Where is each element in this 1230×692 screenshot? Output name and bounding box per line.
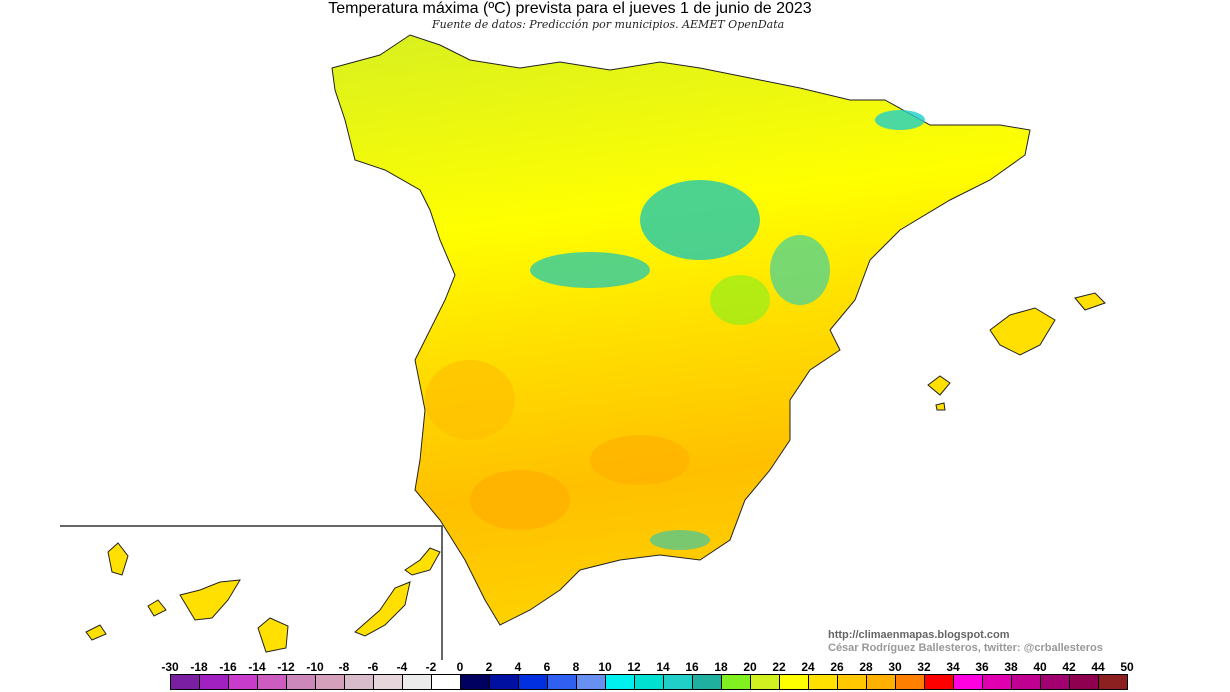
legend-swatch (780, 675, 809, 689)
legend-swatch (519, 675, 548, 689)
legend-label: 18 (714, 660, 728, 674)
legend-swatch (258, 675, 287, 689)
credits-author: César Rodríguez Ballesteros, twitter: @c… (828, 642, 1103, 654)
legend-swatch (867, 675, 896, 689)
legend-label: 30 (888, 660, 902, 674)
legend-label: 20 (743, 660, 757, 674)
legend-swatch (664, 675, 693, 689)
legend-swatch (1041, 675, 1070, 689)
legend-swatch (1070, 675, 1099, 689)
legend-swatch (838, 675, 867, 689)
legend-label: -14 (248, 660, 266, 674)
legend-label: -8 (338, 660, 350, 674)
legend-swatch (490, 675, 519, 689)
legend-label: 8 (572, 660, 580, 674)
balearic-islands (927, 292, 1106, 411)
legend-swatch (200, 675, 229, 689)
legend-swatch (751, 675, 780, 689)
legend-label: 2 (485, 660, 493, 674)
legend-swatch (1012, 675, 1041, 689)
legend-swatch (722, 675, 751, 689)
legend-label: 0 (456, 660, 464, 674)
legend-label: -18 (190, 660, 208, 674)
legend-swatch (577, 675, 606, 689)
legend-swatch (635, 675, 664, 689)
credits-url: http://climaenmapas.blogspot.com (828, 629, 1010, 641)
legend-label: 44 (1091, 660, 1105, 674)
legend-swatch (432, 675, 461, 689)
legend-labels: -30 -18 -16 -14 -12 -10 -8 -6 -4 -2 0 2 4 6 8 10 12 14 16 1… (0, 660, 1230, 674)
legend-label: 12 (627, 660, 641, 674)
legend-label: -12 (277, 660, 295, 674)
canary-inset-frame (60, 525, 443, 660)
legend-label: 6 (543, 660, 551, 674)
legend-label: 32 (917, 660, 931, 674)
legend-label: -16 (219, 660, 237, 674)
peninsula (331, 34, 1031, 626)
legend-label: 42 (1062, 660, 1076, 674)
legend-label: 4 (514, 660, 522, 674)
legend-color-bar (170, 674, 1128, 690)
legend-swatch (925, 675, 954, 689)
legend-swatch (171, 675, 200, 689)
credits: http://climaenmapas.blogspot.com César R… (828, 629, 1103, 655)
legend-swatch (316, 675, 345, 689)
legend-label: 16 (685, 660, 699, 674)
legend-swatch (896, 675, 925, 689)
legend-label: 14 (656, 660, 670, 674)
legend-label: 22 (772, 660, 786, 674)
legend-swatch (403, 675, 432, 689)
legend-swatch (548, 675, 577, 689)
legend-swatch (983, 675, 1012, 689)
legend-swatch (345, 675, 374, 689)
legend-swatch (606, 675, 635, 689)
legend-label: 40 (1033, 660, 1047, 674)
legend-swatch (693, 675, 722, 689)
legend-label: 10 (598, 660, 612, 674)
legend-label: -6 (367, 660, 379, 674)
canary-islands (85, 542, 441, 653)
legend-swatch (287, 675, 316, 689)
legend-label: 28 (859, 660, 873, 674)
legend-swatch (809, 675, 838, 689)
legend-swatch (1099, 675, 1127, 689)
legend-label: -2 (425, 660, 437, 674)
legend-label: 24 (801, 660, 815, 674)
map-subtitle: Fuente de datos: Predicción por municipi… (432, 18, 785, 31)
legend-swatch (229, 675, 258, 689)
map-title: Temperatura máxima (ºC) prevista para el… (328, 0, 812, 17)
legend-label: 50 (1120, 660, 1134, 674)
legend-label: 34 (946, 660, 960, 674)
legend-label: 36 (975, 660, 989, 674)
legend-swatch (374, 675, 403, 689)
legend-label: -30 (161, 660, 179, 674)
legend-label: -10 (306, 660, 324, 674)
legend-swatch (461, 675, 490, 689)
legend-label: 38 (1004, 660, 1018, 674)
legend-swatch (954, 675, 983, 689)
legend-label: 26 (830, 660, 844, 674)
legend-label: -4 (396, 660, 408, 674)
